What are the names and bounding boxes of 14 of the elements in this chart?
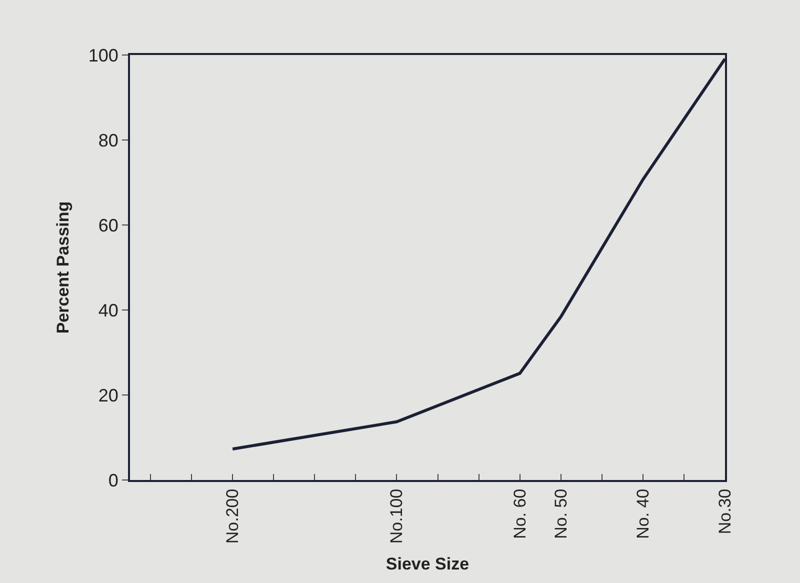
- y-tick-label: 0: [108, 470, 118, 490]
- y-tick-label: 40: [98, 300, 118, 320]
- y-tick-label: 60: [98, 215, 118, 236]
- x-tick-label: No.200: [223, 488, 242, 544]
- x-tick-label: No. 40: [633, 488, 652, 539]
- y-tick-label: 80: [98, 130, 118, 150]
- x-tick-label: No. 50: [551, 488, 570, 539]
- x-tick-label: No.100: [387, 488, 406, 544]
- x-axis-title: Sieve Size: [386, 554, 470, 574]
- y-tick-label: 100: [88, 45, 118, 66]
- x-tick-label: No. 60: [510, 488, 530, 539]
- y-axis-title: Percent Passing: [53, 201, 72, 334]
- y-tick-label: 20: [98, 385, 118, 406]
- x-tick-label: No.30: [716, 488, 735, 534]
